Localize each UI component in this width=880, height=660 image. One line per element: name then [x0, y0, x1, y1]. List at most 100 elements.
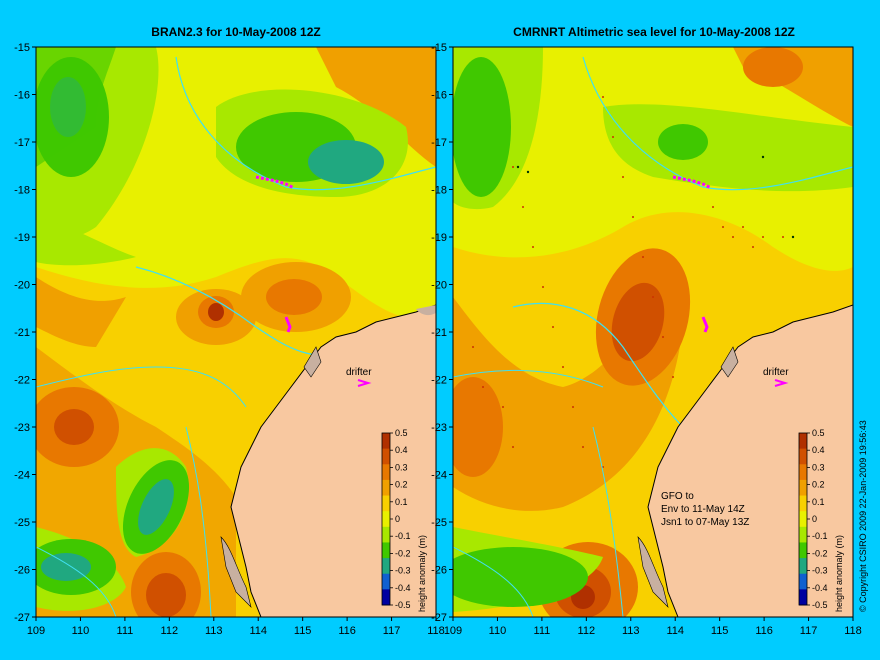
- colorbar-swatch: [382, 526, 390, 543]
- colorbar-tick-label: -0.3: [395, 566, 411, 576]
- y-tick-label: -22: [431, 375, 447, 387]
- colorbar-swatch: [382, 433, 390, 450]
- panel-title: BRAN2.3 for 10-May-2008 12Z: [151, 25, 320, 39]
- x-tick-label: 110: [489, 625, 507, 637]
- y-tick-label: -27: [431, 612, 447, 624]
- colorbar-swatch: [382, 464, 390, 481]
- pass-note: Env to 11-May 14Z: [661, 504, 745, 515]
- panel-title: CMRNRT Altimetric sea level for 10-May-2…: [513, 25, 795, 39]
- x-tick-label: 111: [534, 625, 551, 637]
- y-tick-label: -18: [431, 185, 447, 197]
- colorbar-swatch: [799, 464, 807, 481]
- pass-note: Jsn1 to 07-May 13Z: [661, 517, 749, 528]
- x-tick-label: 117: [383, 625, 401, 637]
- colorbar-swatch: [382, 511, 390, 528]
- y-tick-label: -15: [431, 42, 447, 54]
- colorbar-tick-label: -0.2: [395, 548, 411, 558]
- colorbar-swatch: [799, 573, 807, 590]
- copyright-text: © Copyright CSIRO 2009 22-Jan-2009 19:56…: [858, 420, 868, 612]
- y-tick-label: -16: [431, 90, 447, 102]
- colorbar-swatch: [799, 433, 807, 450]
- colorbar-tick-label: -0.3: [812, 566, 828, 576]
- x-axis: 109 110 111 112 113 114 115 116 117 118: [27, 617, 445, 637]
- colorbar-tick-label: 0.5: [812, 428, 825, 438]
- colorbar-tick-label: -0.5: [812, 600, 828, 610]
- y-tick-label: -17: [14, 137, 30, 149]
- x-tick-label: 114: [666, 625, 684, 637]
- colorbar-swatch: [382, 558, 390, 575]
- colorbar-swatch: [799, 542, 807, 559]
- x-tick-label: 112: [161, 625, 179, 637]
- y-tick-label: -22: [14, 375, 30, 387]
- y-tick-label: -16: [14, 90, 30, 102]
- colorbar-tick-label: 0: [812, 514, 817, 524]
- colorbar-label: height anomaly (m): [417, 535, 427, 612]
- colorbar-tick-label: 0.5: [395, 428, 408, 438]
- colorbar-tick-label: 0.4: [395, 445, 408, 455]
- drifter-label: drifter: [763, 367, 789, 378]
- x-tick-label: 114: [249, 625, 267, 637]
- y-tick-label: -17: [431, 137, 447, 149]
- y-tick-label: -15: [14, 42, 30, 54]
- y-tick-label: -25: [431, 517, 447, 529]
- y-tick-label: -21: [431, 327, 447, 339]
- y-tick-label: -26: [431, 565, 447, 577]
- y-tick-label: -23: [431, 422, 447, 434]
- panel-right: CMRNRT Altimetric sea level for 10-May-2…: [431, 25, 862, 637]
- drifter-label: drifter: [346, 367, 372, 378]
- colorbar: 0.5 0.4 0.3 0.2 0.1 0 -0.1 -0.2 -0.3 -0.4 -0.5: [798, 428, 828, 610]
- colorbar-swatch: [382, 589, 390, 606]
- colorbar-tick-label: -0.1: [812, 531, 828, 541]
- x-tick-label: 113: [622, 625, 640, 637]
- colorbar: 0.5 0.4 0.3 0.2 0.1 0 -0.1 -0.2 -0.3 -0.4 -0.5: [381, 428, 411, 610]
- y-tick-label: -19: [14, 232, 30, 244]
- colorbar-tick-label: -0.5: [395, 600, 411, 610]
- y-tick-label: -18: [14, 185, 30, 197]
- x-tick-label: 113: [205, 625, 223, 637]
- y-axis: -15 -16 -17 -18 -19 -20 -21 -22 -23 -24 -25 -26 -27: [431, 42, 453, 624]
- y-tick-label: -21: [14, 327, 30, 339]
- colorbar-tick-label: 0.2: [395, 480, 408, 490]
- colorbar-tick-label: 0: [395, 514, 400, 524]
- x-tick-label: 115: [294, 625, 312, 637]
- x-tick-label: 111: [117, 625, 134, 637]
- x-tick-label: 116: [338, 625, 356, 637]
- colorbar-tick-label: -0.4: [812, 583, 828, 593]
- x-tick-label: 109: [444, 625, 462, 637]
- x-axis: 109 110 111 112 113 114 115 116 117 118: [444, 617, 862, 637]
- colorbar-swatch: [382, 542, 390, 559]
- colorbar-tick-label: 0.3: [395, 462, 408, 472]
- colorbar-tick-label: 0.1: [395, 497, 408, 507]
- x-tick-label: 118: [427, 625, 445, 637]
- x-tick-label: 117: [800, 625, 818, 637]
- colorbar-swatch: [382, 495, 390, 512]
- y-tick-label: -19: [431, 232, 447, 244]
- sea-level-map: drifter: [36, 47, 436, 617]
- colorbar-tick-label: -0.4: [395, 583, 411, 593]
- colorbar-swatch: [799, 448, 807, 465]
- x-tick-label: 112: [578, 625, 596, 637]
- colorbar-tick-label: 0.2: [812, 480, 825, 490]
- y-axis: -15 -16 -17 -18 -19 -20 -21 -22 -23 -24 -25 -26 -27: [14, 42, 36, 624]
- y-tick-label: -23: [14, 422, 30, 434]
- panel-left: BRAN2.3 for 10-May-2008 12Z: [14, 25, 445, 637]
- colorbar-swatch: [799, 526, 807, 543]
- x-tick-label: 109: [27, 625, 45, 637]
- colorbar-tick-label: -0.2: [812, 548, 828, 558]
- y-tick-label: -27: [14, 612, 30, 624]
- pass-note: GFO to: [661, 491, 694, 502]
- x-tick-label: 110: [72, 625, 90, 637]
- colorbar-swatch: [799, 495, 807, 512]
- x-tick-label: 115: [711, 625, 729, 637]
- colorbar-tick-label: 0.1: [812, 497, 825, 507]
- colorbar-tick-label: -0.1: [395, 531, 411, 541]
- colorbar-label: height anomaly (m): [834, 535, 844, 612]
- y-tick-label: -25: [14, 517, 30, 529]
- y-tick-label: -24: [431, 470, 447, 482]
- colorbar-swatch: [799, 479, 807, 497]
- y-tick-label: -24: [14, 470, 30, 482]
- y-tick-label: -20: [431, 280, 447, 292]
- colorbar-swatch: [382, 479, 390, 497]
- y-tick-label: -20: [14, 280, 30, 292]
- colorbar-swatch: [382, 573, 390, 590]
